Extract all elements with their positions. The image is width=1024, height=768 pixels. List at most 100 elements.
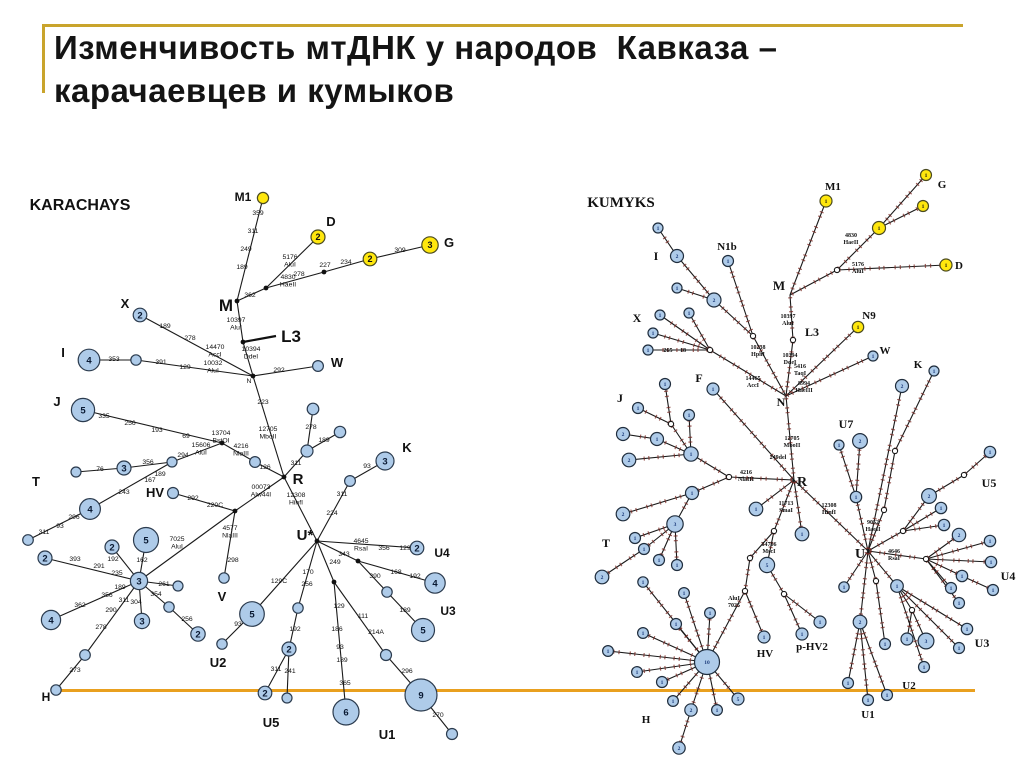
svg-text:HaeII: HaeII — [844, 240, 860, 246]
svg-text:3: 3 — [139, 616, 144, 627]
svg-text:15606: 15606 — [192, 442, 211, 449]
svg-text:13704: 13704 — [212, 430, 231, 437]
svg-text:D: D — [955, 260, 963, 272]
svg-text:4646: 4646 — [888, 549, 900, 555]
svg-text:2: 2 — [414, 543, 419, 554]
svg-text:1: 1 — [847, 681, 850, 687]
svg-text:U: U — [855, 547, 865, 562]
svg-text:1: 1 — [658, 558, 661, 564]
svg-text:U1: U1 — [861, 709, 874, 721]
svg-text:311: 311 — [119, 597, 130, 604]
svg-text:T: T — [32, 474, 40, 489]
svg-text:1: 1 — [825, 199, 828, 205]
svg-text:129C: 129C — [271, 578, 287, 585]
svg-text:8994: 8994 — [798, 381, 810, 387]
svg-text:1: 1 — [878, 226, 881, 232]
svg-text:2: 2 — [628, 458, 631, 464]
svg-text:249: 249 — [240, 246, 252, 253]
svg-text:1: 1 — [966, 627, 969, 633]
svg-text:1: 1 — [896, 584, 899, 590]
svg-text:189: 189 — [154, 471, 166, 478]
svg-text:1: 1 — [867, 698, 870, 704]
svg-text:356: 356 — [101, 592, 113, 599]
svg-text:1: 1 — [643, 547, 646, 553]
svg-text:H: H — [642, 714, 651, 726]
svg-text:12705: 12705 — [259, 426, 278, 433]
svg-text:N9: N9 — [862, 310, 876, 322]
svg-text:2: 2 — [601, 575, 604, 581]
svg-text:2: 2 — [315, 232, 320, 242]
svg-text:270: 270 — [432, 712, 444, 719]
svg-text:1: 1 — [683, 591, 686, 597]
svg-text:1: 1 — [652, 331, 655, 337]
svg-text:76: 76 — [96, 466, 104, 473]
svg-text:278: 278 — [305, 424, 317, 431]
svg-text:298: 298 — [227, 557, 239, 564]
svg-text:7025: 7025 — [169, 536, 184, 543]
svg-text:HinfI: HinfI — [289, 500, 303, 507]
svg-text:1: 1 — [843, 585, 846, 591]
svg-text:309: 309 — [394, 247, 406, 254]
svg-text:1: 1 — [659, 313, 662, 319]
svg-text:10397: 10397 — [227, 317, 246, 324]
svg-text:HV: HV — [757, 648, 774, 660]
svg-text:HaeIII: HaeIII — [795, 388, 813, 394]
svg-text:1: 1 — [940, 506, 943, 512]
svg-text:2: 2 — [109, 542, 114, 553]
svg-text:4: 4 — [86, 355, 92, 366]
svg-text:2: 2 — [622, 512, 625, 518]
svg-text:167: 167 — [144, 477, 156, 484]
svg-text:T: T — [602, 536, 610, 550]
svg-text:291: 291 — [93, 563, 105, 570]
svg-text:L3: L3 — [281, 327, 301, 346]
svg-text:5: 5 — [420, 625, 426, 636]
svg-text:3: 3 — [925, 639, 928, 645]
svg-text:12308: 12308 — [822, 503, 837, 509]
svg-text:M: M — [219, 296, 233, 315]
svg-text:168: 168 — [390, 569, 402, 576]
svg-text:12705: 12705 — [785, 436, 800, 442]
svg-text:1: 1 — [923, 665, 926, 671]
svg-text:W: W — [331, 355, 344, 370]
svg-text:1: 1 — [676, 563, 679, 569]
svg-text:D: D — [326, 214, 335, 229]
svg-text:359: 359 — [252, 210, 264, 217]
svg-text:1: 1 — [945, 263, 948, 269]
svg-text:U1: U1 — [379, 727, 396, 742]
svg-text:KARACHAYS: KARACHAYS — [30, 197, 131, 214]
svg-text:I: I — [654, 249, 659, 263]
svg-text:4830: 4830 — [280, 274, 295, 281]
svg-text:93: 93 — [234, 621, 242, 628]
svg-text:1: 1 — [950, 586, 953, 592]
svg-text:HinfI: HinfI — [822, 510, 837, 516]
svg-text:292: 292 — [273, 367, 285, 374]
svg-text:311: 311 — [39, 529, 50, 536]
svg-text:14470: 14470 — [206, 344, 225, 351]
svg-text:4216: 4216 — [740, 470, 752, 476]
svg-text:2: 2 — [676, 254, 679, 260]
svg-text:5: 5 — [737, 697, 740, 703]
svg-text:256: 256 — [301, 581, 313, 588]
svg-text:AluI: AluI — [195, 450, 207, 457]
svg-text:1: 1 — [712, 387, 715, 393]
svg-text:14465: 14465 — [746, 376, 761, 382]
svg-text:256: 256 — [124, 420, 136, 427]
svg-text:1: 1 — [992, 588, 995, 594]
svg-text:261: 261 — [158, 581, 170, 588]
svg-text:5: 5 — [766, 563, 769, 569]
svg-text:7025: 7025 — [728, 603, 740, 609]
svg-text:343: 343 — [338, 551, 350, 558]
svg-text:1: 1 — [691, 491, 694, 497]
svg-text:192: 192 — [409, 573, 421, 580]
svg-text:170: 170 — [302, 569, 314, 576]
svg-text:1: 1 — [857, 325, 860, 331]
svg-text:BstOI: BstOI — [213, 438, 230, 445]
svg-text:U2: U2 — [210, 655, 227, 670]
svg-text:HphI: HphI — [751, 352, 765, 358]
svg-text:2: 2 — [622, 432, 625, 438]
svg-text:129: 129 — [399, 545, 411, 552]
svg-text:2: 2 — [286, 644, 291, 655]
svg-text:311: 311 — [248, 228, 259, 235]
svg-text:1: 1 — [933, 369, 936, 375]
svg-text:TaqI: TaqI — [794, 371, 807, 377]
